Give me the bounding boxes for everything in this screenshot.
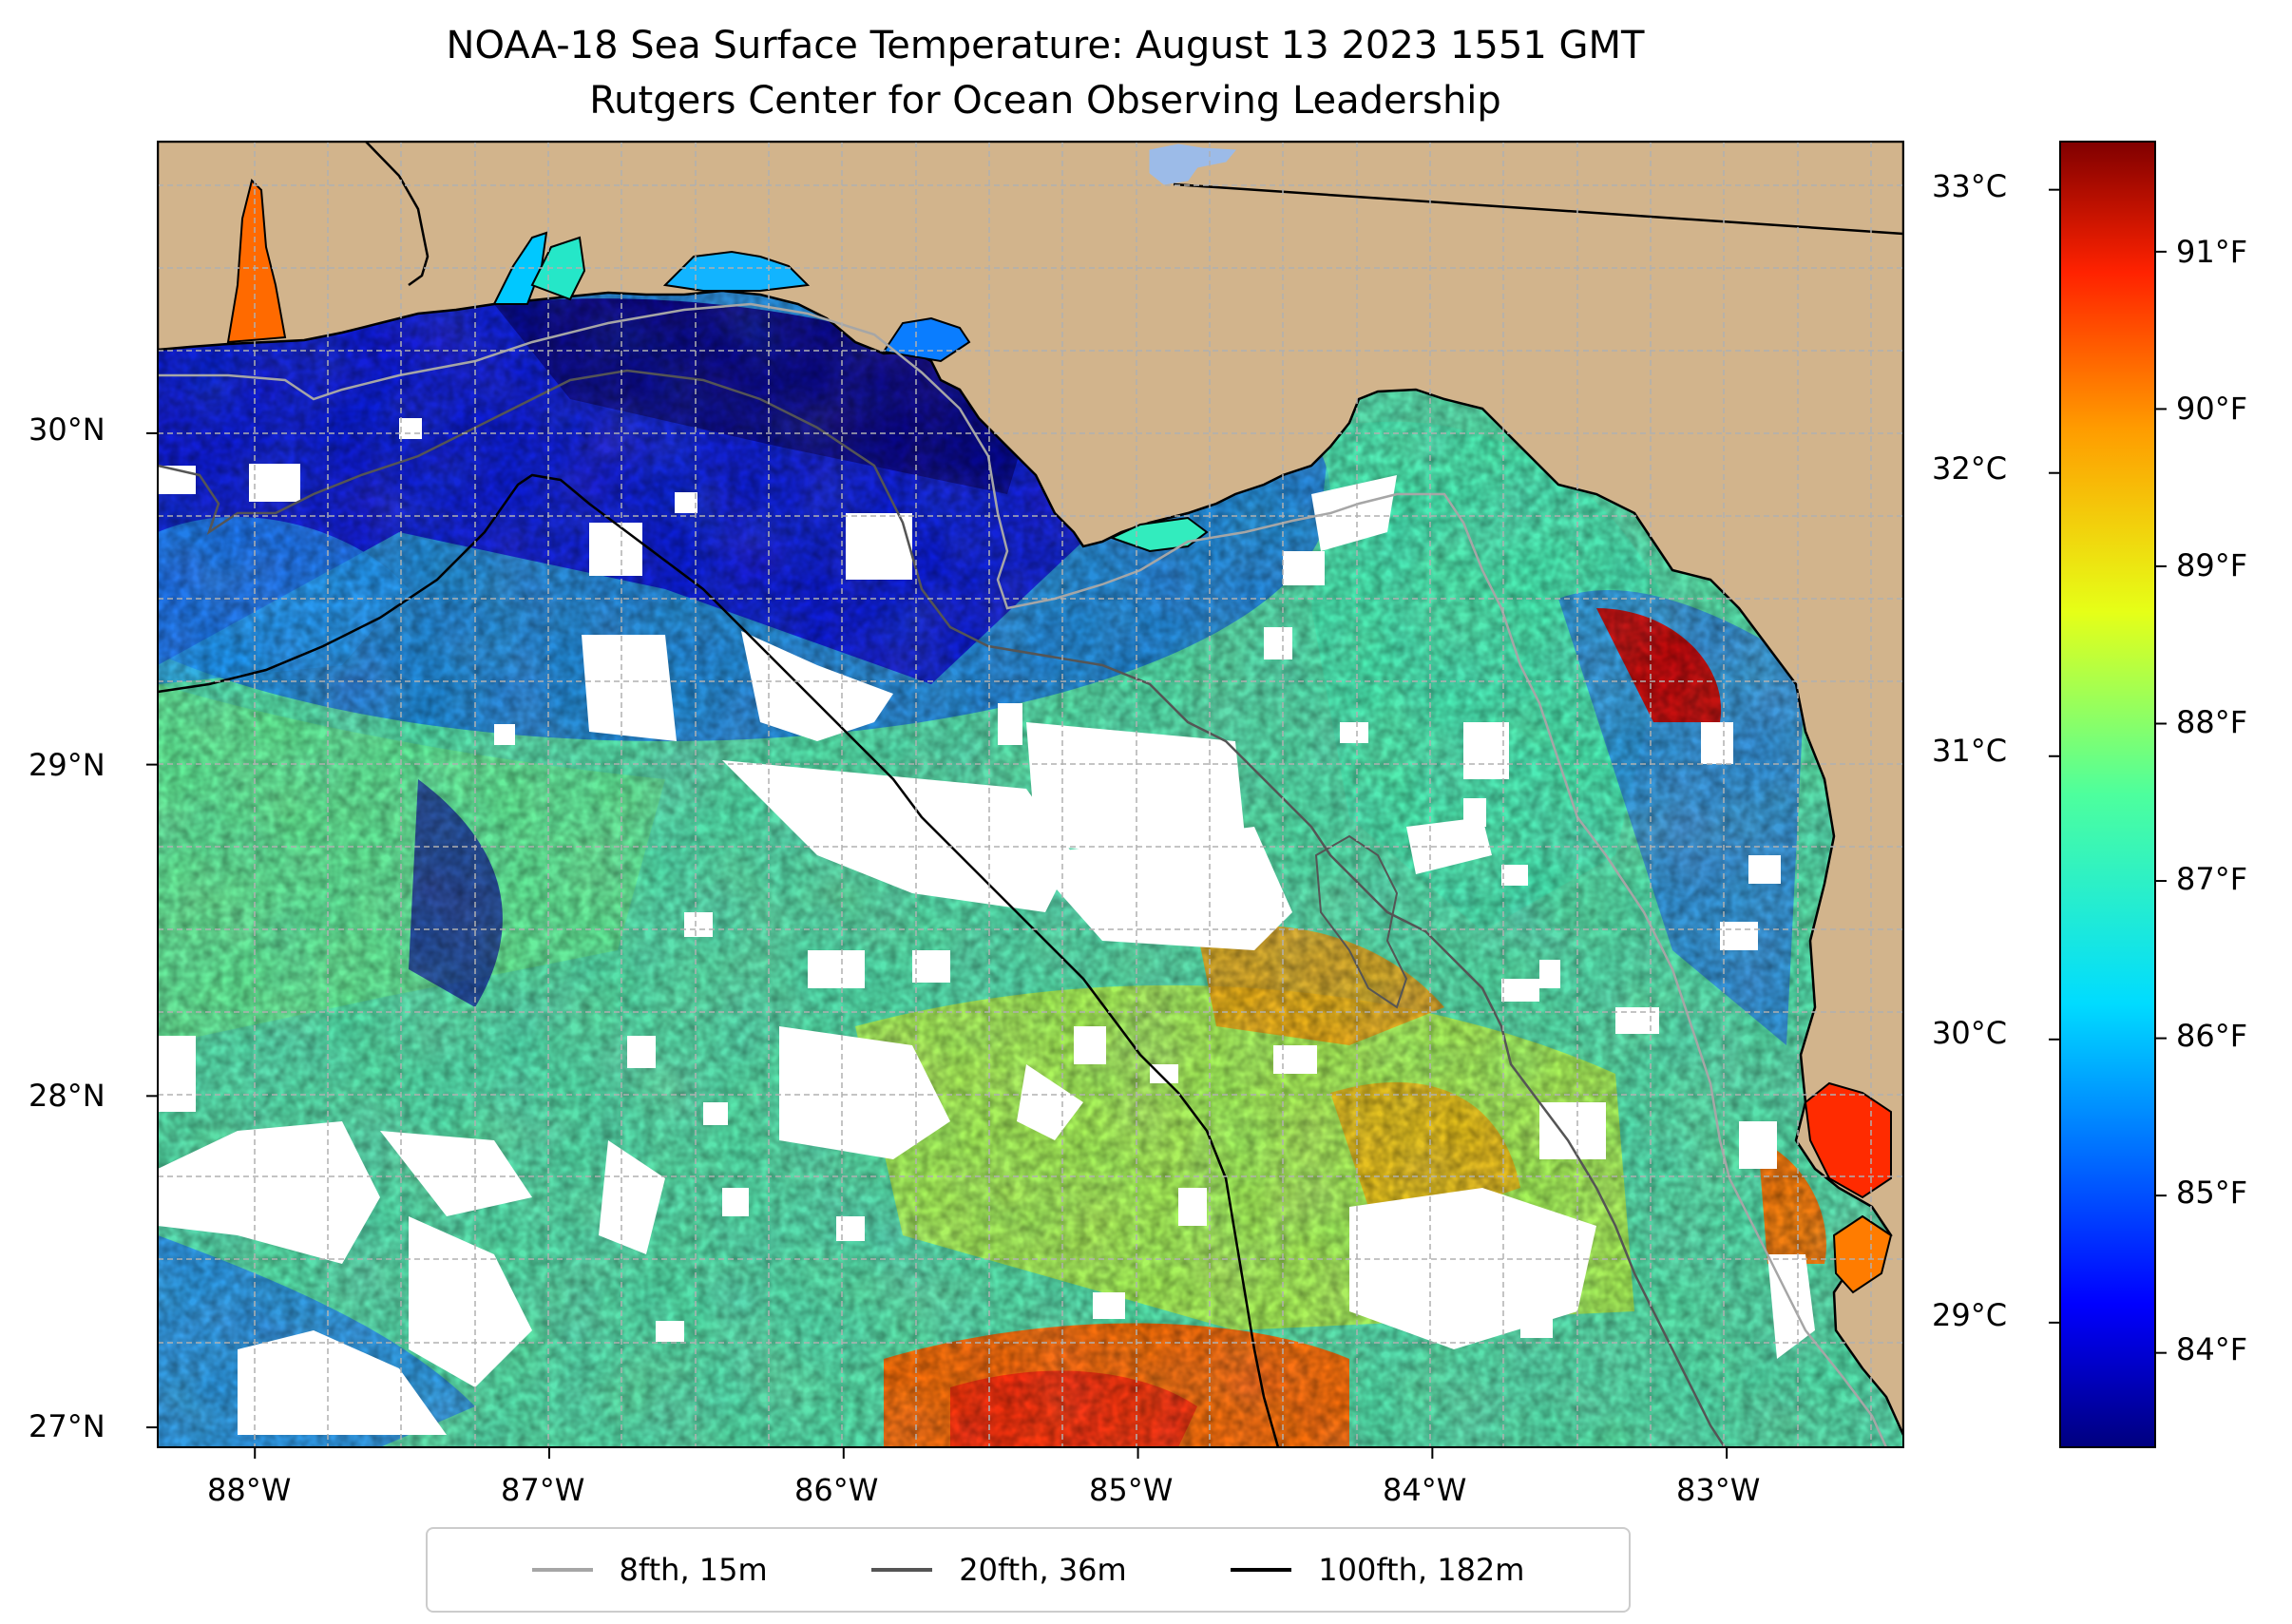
- legend-swatch: [1231, 1568, 1292, 1572]
- lat-tick-label: 29°N: [29, 747, 105, 783]
- celsius-tick-label: 30°C: [1932, 1015, 2008, 1051]
- colorbar: [2059, 141, 2156, 1448]
- lon-tick-label: 85°W: [1089, 1472, 1174, 1508]
- map-gridlines: [158, 142, 1903, 1447]
- celsius-tick-label: 33°C: [1932, 168, 2008, 204]
- contour-legend: 8fth, 15m 20fth, 36m 100fth, 182m: [426, 1527, 1631, 1613]
- lon-tick-label: 88°W: [207, 1472, 292, 1508]
- fahrenheit-tick-label: 85°F: [2176, 1175, 2248, 1211]
- legend-item-8fth: 8fth, 15m: [531, 1552, 768, 1588]
- map-axis-ticks: [146, 431, 1729, 1459]
- celsius-tick-label: 31°C: [1932, 733, 2008, 769]
- lon-tick-label: 84°W: [1383, 1472, 1467, 1508]
- lon-tick-label: 87°W: [501, 1472, 585, 1508]
- fahrenheit-tick-label: 87°F: [2176, 861, 2248, 897]
- fahrenheit-tick-label: 89°F: [2176, 547, 2248, 583]
- contour-8fth-15m: [158, 302, 1888, 1447]
- state-border-west: [365, 142, 430, 287]
- lat-tick-label: 28°N: [29, 1078, 105, 1114]
- legend-swatch: [871, 1568, 933, 1572]
- fahrenheit-tick-label: 91°F: [2176, 234, 2248, 270]
- chart-subtitle: Rutgers Center for Ocean Observing Leade…: [589, 79, 1501, 123]
- legend-swatch: [531, 1568, 593, 1572]
- chart-title: NOAA-18 Sea Surface Temperature: August …: [446, 24, 1645, 67]
- legend-label: 8fth, 15m: [619, 1552, 768, 1588]
- fahrenheit-tick-label: 88°F: [2176, 704, 2248, 740]
- legend-item-20fth: 20fth, 36m: [871, 1552, 1127, 1588]
- map-plot-area: [158, 142, 1903, 1447]
- lat-tick-label: 27°N: [29, 1408, 105, 1444]
- fahrenheit-tick-label: 90°F: [2176, 391, 2248, 427]
- state-border: [1173, 182, 1903, 236]
- coastal-bays: [226, 179, 1893, 1294]
- contour-20fth-island-ring: [1314, 834, 1408, 1009]
- celsius-tick-label: 32°C: [1932, 450, 2008, 487]
- lake: [1149, 143, 1237, 185]
- legend-item-100fth: 100fth, 182m: [1231, 1552, 1524, 1588]
- no-data-cloud-masks: [158, 418, 1872, 1435]
- celsius-tick-label: 29°C: [1932, 1297, 2008, 1333]
- lon-tick-label: 83°W: [1676, 1472, 1761, 1508]
- contour-20fth-36m: [158, 369, 1727, 1447]
- legend-label: 100fth, 182m: [1318, 1552, 1525, 1588]
- sea-surface-temperature-map: [146, 141, 2167, 1459]
- map-frame: [157, 141, 1904, 1448]
- legend-label: 20fth, 36m: [959, 1552, 1127, 1588]
- fahrenheit-tick-label: 86°F: [2176, 1018, 2248, 1054]
- colorbar-ticks: [2049, 188, 2167, 1354]
- lon-tick-label: 86°W: [794, 1472, 879, 1508]
- contour-100fth-182m: [158, 473, 1280, 1447]
- lat-tick-label: 30°N: [29, 411, 105, 448]
- fahrenheit-tick-label: 84°F: [2176, 1331, 2248, 1367]
